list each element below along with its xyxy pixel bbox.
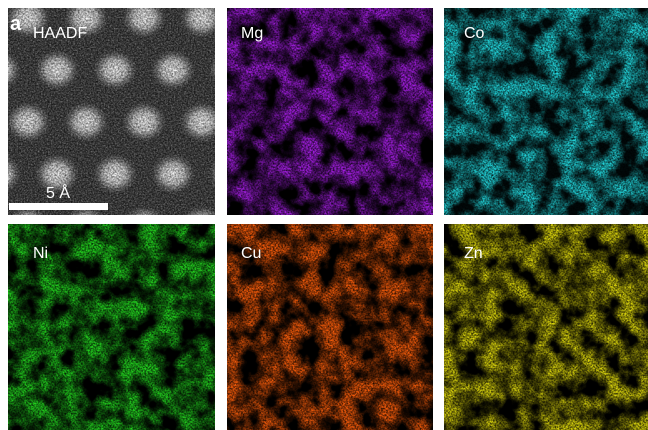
ni-panel: Ni [8,224,215,430]
map-label: Mg [241,25,263,42]
map-label: Co [464,25,485,42]
panel-label: a [10,13,22,35]
haadf-panel: a HAADF 5 Å [8,8,215,215]
map-label: HAADF [33,25,87,42]
mg-panel: Mg [227,8,433,215]
scale-bar [9,203,108,210]
cu-panel: Cu [227,224,433,430]
zn-panel: Zn [444,224,648,430]
map-label: Cu [241,245,261,262]
map-label: Zn [464,245,483,262]
map-label: Ni [33,245,48,262]
co-panel: Co [444,8,648,215]
scale-bar-label: 5 Å [46,183,70,202]
